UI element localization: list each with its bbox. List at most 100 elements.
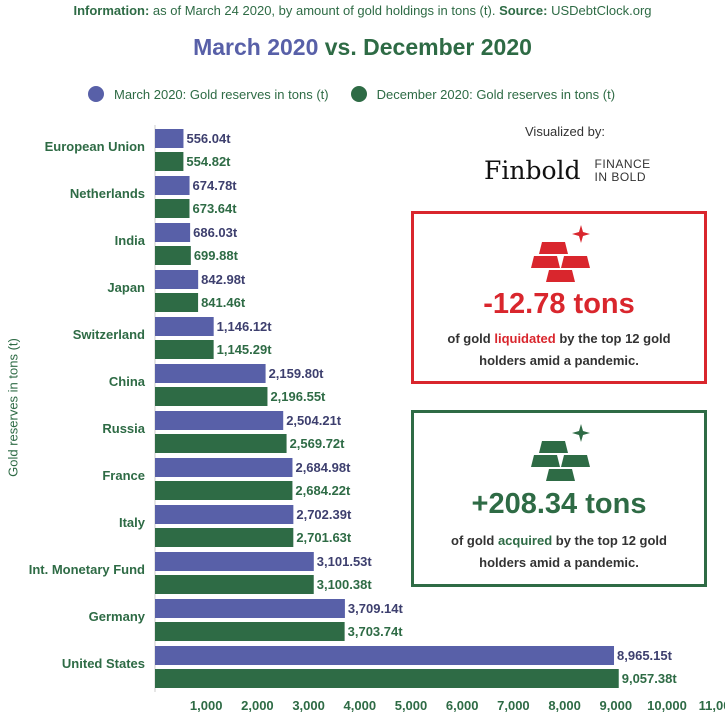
brand-tagline-2: IN BOLD — [594, 169, 647, 184]
bar — [155, 176, 190, 195]
gold-bars-icon — [531, 424, 590, 481]
x-tick-label: 10,000 — [647, 698, 687, 713]
data-label: 2,701.63t — [296, 530, 352, 545]
category-label: China — [109, 374, 146, 389]
acquired-desc-post: by the top 12 gold — [552, 533, 667, 548]
acquired-desc-line2: holders amid a pandemic. — [479, 555, 639, 570]
data-label: 556.04t — [186, 131, 231, 146]
bar — [155, 575, 314, 594]
bar — [155, 622, 345, 641]
bar — [155, 434, 287, 453]
bar — [155, 246, 191, 265]
title-march: March 2020 — [193, 34, 319, 60]
acquired-highlight: acquired — [497, 533, 553, 548]
x-tick-label: 5,000 — [395, 698, 428, 713]
data-label: 673.64t — [192, 201, 237, 216]
x-tick-label: 4,000 — [344, 698, 377, 713]
data-label: 842.98t — [201, 272, 246, 287]
bar — [155, 481, 293, 500]
info-line: Information: as of March 24 2020, by amo… — [0, 3, 725, 18]
acquired-callout: +208.34 tons of gold acquired by the top… — [411, 410, 707, 587]
x-tick-label: 11,000 — [699, 698, 725, 713]
data-label: 2,702.39t — [296, 507, 352, 522]
data-label: 841.46t — [201, 295, 246, 310]
category-label: France — [102, 468, 145, 483]
bar — [155, 528, 294, 547]
data-label: 1,145.29t — [217, 342, 273, 357]
bar — [155, 505, 294, 524]
bar — [155, 129, 184, 148]
visualized-by-label: Visualized by: — [525, 124, 605, 139]
acquired-amount: +208.34 tons — [471, 488, 647, 520]
category-label: Switzerland — [73, 327, 145, 342]
data-label: 686.03t — [193, 225, 238, 240]
liquidated-callout: -12.78 tons of gold liquidated by the to… — [411, 211, 707, 384]
bar — [155, 387, 268, 406]
finbold-logo: Finbold FINANCE IN BOLD — [484, 156, 651, 185]
x-tick-label: 9,000 — [600, 698, 633, 713]
liquidated-desc-line2: holders amid a pandemic. — [479, 353, 639, 368]
liquidated-desc-pre: of gold — [447, 331, 495, 346]
legend-item-december: December 2020: Gold reserves in tons (t) — [350, 86, 616, 102]
data-label: 2,196.55t — [270, 389, 326, 404]
category-label: Germany — [89, 609, 146, 624]
x-tick-label: 7,000 — [497, 698, 530, 713]
data-label: 8,965.15t — [617, 648, 673, 663]
info-label: Information: — [73, 3, 150, 18]
bar — [155, 646, 615, 665]
category-label: Russia — [102, 421, 145, 436]
category-label: United States — [62, 656, 145, 671]
bar — [155, 552, 314, 571]
acquired-desc-pre: of gold — [451, 533, 498, 548]
brand-tagline-1: FINANCE — [594, 156, 651, 171]
bar — [155, 411, 284, 430]
bar — [155, 669, 619, 688]
data-label: 554.82t — [186, 154, 231, 169]
data-label: 2,159.80t — [269, 366, 325, 381]
liquidated-description: of gold liquidated by the top 12 gold ho… — [414, 328, 704, 372]
legend-label-december: December 2020: Gold reserves in tons (t) — [376, 86, 616, 102]
x-tick-label: 8,000 — [548, 698, 581, 713]
x-tick-label: 2,000 — [241, 698, 274, 713]
legend: March 2020: Gold reserves in tons (t) De… — [88, 86, 637, 102]
info-text: as of March 24 2020, by amount of gold h… — [149, 3, 500, 18]
category-label: Japan — [107, 280, 145, 295]
bar — [155, 340, 214, 359]
source-label: Source: — [499, 3, 548, 18]
bar — [155, 293, 199, 312]
liquidated-highlight: liquidated — [494, 331, 556, 346]
legend-dot-december — [350, 86, 367, 102]
category-label: Italy — [119, 515, 146, 530]
x-tick-label: 1,000 — [190, 698, 223, 713]
acquired-description: of gold acquired by the top 12 gold hold… — [414, 530, 704, 574]
category-label: Int. Monetary Fund — [29, 562, 145, 577]
gold-bars-icon — [531, 225, 590, 282]
data-label: 3,101.53t — [317, 554, 373, 569]
bar — [155, 223, 191, 242]
chart-title: March 2020 vs. December 2020 — [0, 34, 725, 61]
data-label: 9,057.38t — [622, 671, 678, 686]
title-vs: vs. — [318, 34, 364, 60]
data-label: 674.78t — [193, 178, 238, 193]
x-tick-label: 6,000 — [446, 698, 479, 713]
data-label: 1,146.12t — [217, 319, 273, 334]
bar — [155, 152, 184, 171]
legend-label-march: March 2020: Gold reserves in tons (t) — [114, 86, 329, 102]
title-december: December 2020 — [363, 34, 532, 60]
legend-item-march: March 2020: Gold reserves in tons (t) — [88, 86, 329, 102]
data-label: 3,703.74t — [348, 624, 404, 639]
data-label: 3,709.14t — [348, 601, 404, 616]
liquidated-desc-post: by the top 12 gold — [555, 331, 671, 346]
bar — [155, 364, 266, 383]
brand-tagline: FINANCE IN BOLD — [594, 156, 651, 184]
data-label: 2,684.98t — [295, 460, 351, 475]
data-label: 2,504.21t — [286, 413, 342, 428]
bar — [155, 199, 190, 218]
bar — [155, 317, 214, 336]
liquidated-amount: -12.78 tons — [483, 288, 635, 320]
x-tick-label: 3,000 — [292, 698, 325, 713]
legend-dot-march — [88, 86, 104, 102]
data-label: 699.88t — [194, 248, 239, 263]
bar — [155, 599, 345, 618]
